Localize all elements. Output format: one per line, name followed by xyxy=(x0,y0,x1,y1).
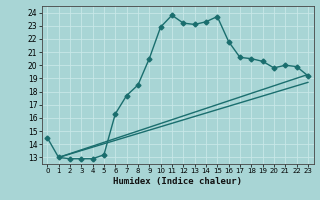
X-axis label: Humidex (Indice chaleur): Humidex (Indice chaleur) xyxy=(113,177,242,186)
